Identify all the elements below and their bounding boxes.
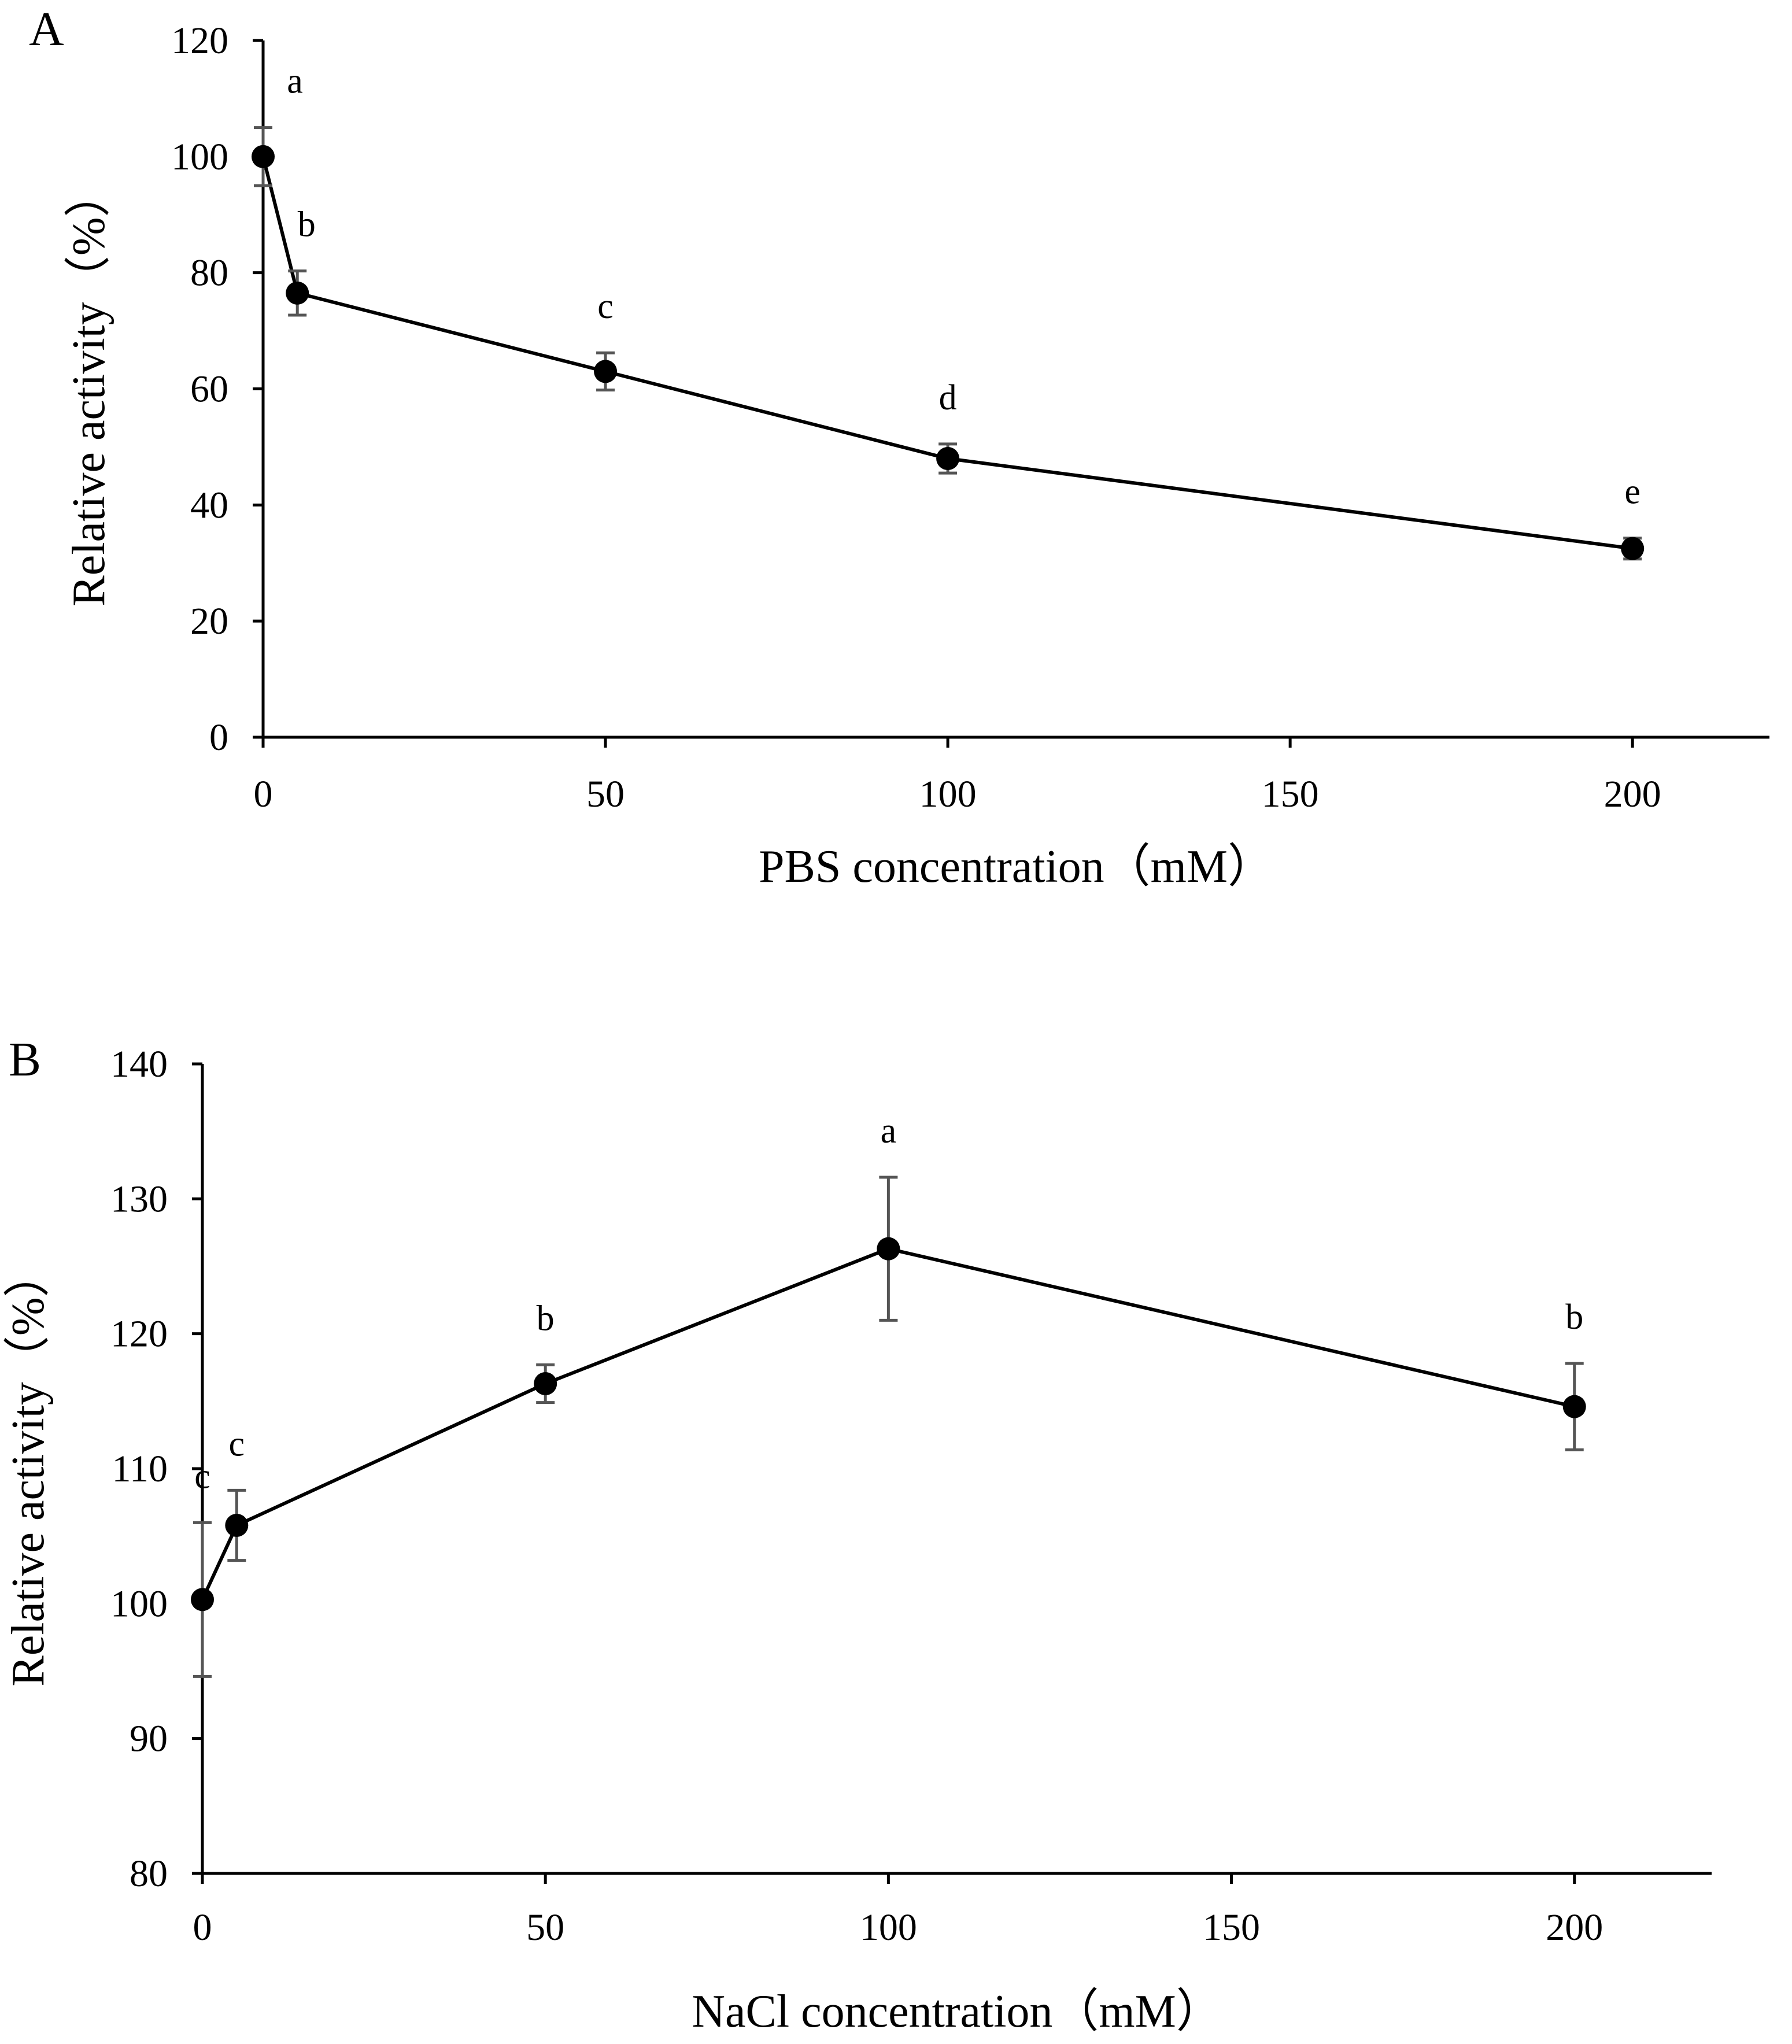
chart-b-y-axis-title: Relative activity（%） <box>3 1251 54 1686</box>
chart-b-x-tick-label: 150 <box>1203 1906 1260 1949</box>
chart-b-y-tick-label: 140 <box>110 1043 168 1085</box>
chart-a-y-axis-title: Relative activity（%） <box>64 171 114 606</box>
chart-a-panel-label: A <box>29 2 64 56</box>
chart-b-y-tick-label: 120 <box>110 1313 168 1355</box>
chart-b-data-point <box>191 1588 214 1611</box>
chart-b-data-point <box>534 1372 557 1395</box>
chart-a-x-tick-label: 0 <box>254 773 273 815</box>
chart-a-y-tick-label: 120 <box>171 20 228 62</box>
chart-a-y-tick-label: 40 <box>190 484 228 526</box>
chart-b-significance-label: b <box>1565 1298 1583 1337</box>
chart-a-y-tick-label: 20 <box>190 600 228 642</box>
chart-a-significance-label: a <box>287 62 303 101</box>
chart-a-y-tick-label: 100 <box>171 136 228 178</box>
chart-b: 80 90 100 110 120 130 140 0 50 100 150 200 NaCl conc… <box>3 1033 1712 2037</box>
chart-b-y-tick-label: 100 <box>110 1583 168 1625</box>
chart-a-data-point <box>936 447 960 470</box>
chart-b-y-tick-label: 130 <box>110 1178 168 1220</box>
chart-a-y-tick-label: 0 <box>209 716 228 759</box>
chart-a-significance-label: b <box>298 205 316 245</box>
chart-b-significance-label: a <box>881 1111 897 1151</box>
chart-b-significance-label: c <box>194 1457 210 1496</box>
chart-a-x-tick-label: 50 <box>586 773 625 815</box>
chart-b-significance-label: b <box>537 1299 555 1338</box>
chart-a-data-point <box>1621 537 1645 560</box>
chart-a-x-axis-title: PBS concentration（mM） <box>759 841 1274 892</box>
chart-a-significance-label: e <box>1624 472 1640 512</box>
chart-a-x-tick-label: 200 <box>1604 773 1661 815</box>
chart-b-data-point <box>225 1514 249 1537</box>
chart-b-x-tick-label: 200 <box>1546 1906 1603 1949</box>
chart-b-y-tick-label: 90 <box>130 1718 168 1760</box>
chart-a-data-point <box>252 145 275 168</box>
chart-b-significance-label: c <box>229 1424 245 1463</box>
chart-b-y-tick-label: 110 <box>112 1448 168 1490</box>
chart-b-data-point <box>1562 1395 1586 1418</box>
chart-b-y-tick-label: 80 <box>130 1853 168 1895</box>
chart-a-x-tick-label: 100 <box>919 773 977 815</box>
chart-a-significance-label: c <box>597 287 614 326</box>
chart-a-y-tick-label: 80 <box>190 252 228 294</box>
chart-a-significance-label: d <box>939 378 957 417</box>
chart-b-x-tick-label: 50 <box>526 1906 564 1949</box>
chart-b-panel-label: B <box>9 1033 41 1086</box>
chart-a-x-tick-label: 150 <box>1262 773 1319 815</box>
chart-b-x-tick-label: 0 <box>193 1906 212 1949</box>
chart-a-data-point <box>286 281 309 305</box>
chart-b-data-point <box>877 1237 900 1261</box>
chart-a-series-line <box>261 156 1633 550</box>
chart-a-data-point <box>594 360 618 383</box>
chart-b-x-axis-title: NaCl concentration（mM） <box>692 1986 1222 2037</box>
chart-b-x-tick-label: 100 <box>860 1906 917 1949</box>
chart-a-y-tick-label: 60 <box>190 368 228 411</box>
chart-a: 0 20 40 60 80 100 120 0 50 100 150 200 PBS concentra… <box>29 2 1769 892</box>
